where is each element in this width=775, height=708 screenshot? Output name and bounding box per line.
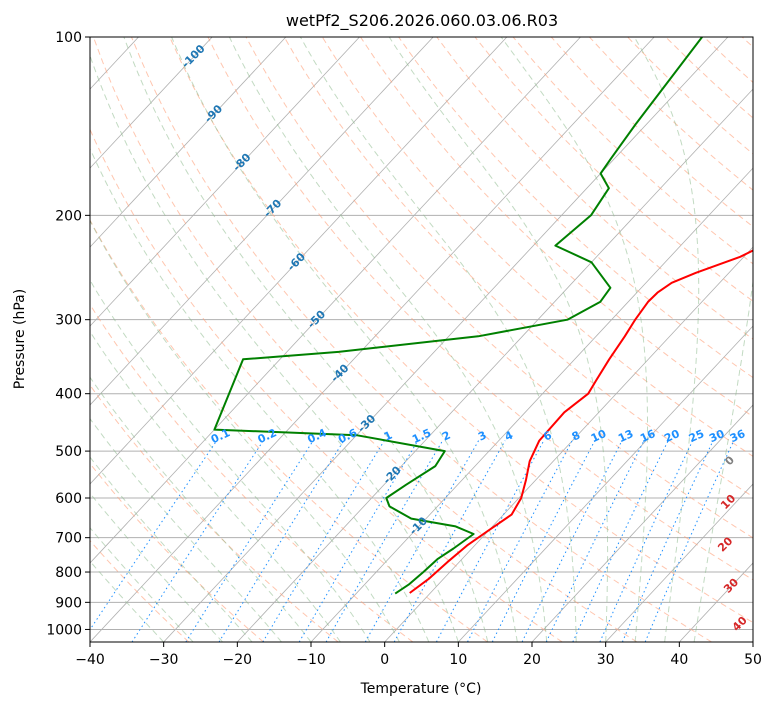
dry-adiabat-line — [90, 219, 488, 642]
dry-adiabat-line — [283, 37, 753, 498]
mixing-ratio-line — [262, 440, 385, 642]
moist-adiabat-line — [633, 37, 700, 642]
dry-adiabat-line — [131, 37, 712, 642]
mixing-ratio-line — [435, 440, 545, 642]
x-tick-label: 40 — [670, 652, 688, 668]
mixing-ratio-line — [364, 440, 480, 642]
x-axis-label: Temperature (°C) — [360, 681, 482, 697]
x-tick-label: 10 — [449, 652, 467, 668]
x-tick-label: 0 — [380, 652, 389, 668]
mixing-ratio-label: 10 — [589, 427, 609, 445]
y-tick-label: 200 — [55, 208, 82, 224]
dry-adiabat-line — [207, 37, 753, 581]
y-tick-label: 500 — [55, 444, 82, 460]
x-tick-label: 30 — [597, 652, 615, 668]
mixing-ratio-line — [90, 440, 218, 631]
mixing-ratio-line — [644, 440, 735, 642]
x-tick-label: −20 — [223, 652, 253, 668]
dry-adiabat-line — [90, 539, 190, 642]
x-tick-label: −30 — [149, 652, 179, 668]
y-tick-label: 100 — [55, 30, 82, 46]
moist-adiabat-line — [90, 376, 312, 642]
mixing-ratio-line — [621, 440, 714, 642]
x-axis-ticks: −40 −30 −20 −10 0 10 20 30 40 50 — [75, 642, 762, 668]
isotherm-line — [90, 37, 434, 406]
y-tick-label: 700 — [55, 531, 82, 547]
y-tick-label: 300 — [55, 313, 82, 329]
x-tick-label: −40 — [75, 652, 105, 668]
dry-adiabat-line — [474, 37, 753, 302]
mixing-ratio-label: 13 — [616, 427, 635, 445]
isotherm-line — [237, 88, 753, 642]
moist-adiabat-line — [228, 37, 548, 642]
grid-layer — [90, 37, 753, 642]
y-axis-ticks: 100 200 300 400 500 600 700 800 900 1000 — [46, 30, 90, 638]
moist-adiabat-line — [90, 330, 341, 642]
moist-adiabat-line — [90, 527, 194, 642]
mixing-ratio-line — [467, 440, 573, 642]
moist-adiabat-line — [90, 456, 253, 642]
isotherm-line — [310, 167, 753, 642]
moist-adiabat-line — [90, 219, 400, 642]
mixing-ratio-line — [325, 440, 444, 642]
moist-adiabat-line — [90, 492, 223, 642]
dewpoint-line — [213, 37, 703, 595]
mixing-ratio-label: 20 — [662, 427, 682, 445]
dry-adiabat-line — [90, 462, 264, 642]
mixing-ratio-label: 25 — [687, 427, 706, 445]
isotherm-line — [90, 37, 508, 485]
mixing-ratio-label: 30 — [707, 427, 727, 445]
profile-curves — [213, 37, 753, 595]
isotherm-line — [90, 37, 655, 642]
dry-adiabat-line — [90, 384, 339, 642]
isotherm-line — [90, 37, 360, 327]
isotherm-line — [90, 37, 213, 169]
dry-adiabat-line — [90, 128, 563, 642]
chart-title: wetPf2_S206.2026.060.03.06.R03 — [286, 11, 558, 31]
mixing-ratio-label: 36 — [728, 427, 748, 445]
dry-adiabat-line — [245, 37, 753, 539]
moist-adiabat-line — [90, 417, 282, 642]
y-tick-label: 900 — [55, 595, 82, 611]
mixing-ratio-line — [393, 440, 506, 642]
isotherm-line — [458, 325, 753, 642]
moist-adiabat-line — [500, 37, 648, 642]
dry-adiabat-line — [92, 37, 638, 642]
isotherm-line — [90, 37, 581, 564]
isotherm-line — [90, 37, 287, 248]
isotherm-line — [384, 246, 753, 642]
mixing-ratio-label: 16 — [638, 427, 658, 445]
y-tick-label: 800 — [55, 565, 82, 581]
moist-adiabat-line — [90, 54, 459, 642]
temperature-line — [409, 249, 753, 594]
mixing-ratio-line — [545, 440, 645, 642]
x-tick-label: −10 — [296, 652, 326, 668]
mixing-ratio-line — [218, 440, 345, 642]
y-tick-label: 400 — [55, 387, 82, 403]
y-axis-label: Pressure (hPa) — [12, 289, 28, 389]
isotherm-line — [531, 404, 753, 642]
moist-adiabat-line — [299, 37, 577, 642]
moist-adiabat-line — [123, 37, 489, 642]
x-tick-label: 50 — [744, 652, 762, 668]
moist-adiabat-line — [388, 37, 609, 642]
y-tick-label: 600 — [55, 491, 82, 507]
mixing-ratio-line — [298, 440, 419, 642]
moist-adiabat-line — [171, 37, 518, 642]
x-tick-label: 20 — [523, 652, 541, 668]
dry-adiabat-line — [169, 37, 753, 624]
moist-adiabat-line — [90, 147, 430, 642]
moist-adiabat-line — [693, 277, 753, 642]
y-tick-label: 1000 — [46, 622, 82, 638]
mixing-ratio-line — [185, 440, 314, 642]
plot-frame — [89, 36, 754, 643]
moist-adiabat-line — [90, 560, 165, 642]
isotherm-line — [605, 483, 753, 642]
